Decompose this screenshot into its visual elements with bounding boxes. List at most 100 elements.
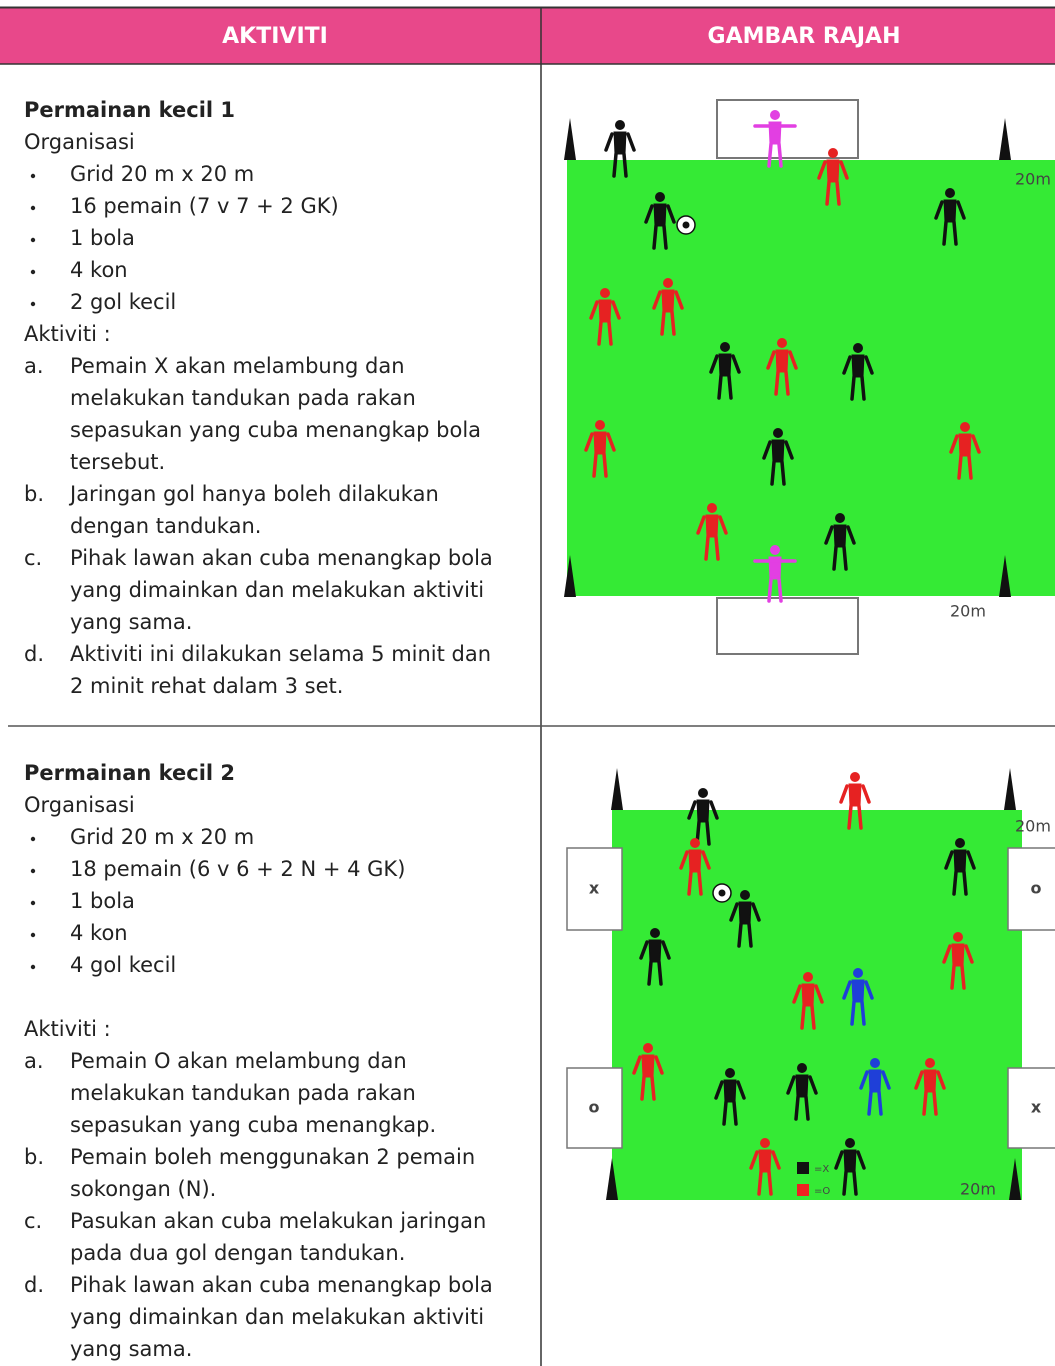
- player-limbs: [589, 300, 621, 346]
- step-text: yang sama.: [70, 1337, 192, 1361]
- goal: [716, 597, 859, 655]
- player-head: [650, 928, 660, 938]
- dim-label: 20m: [1015, 817, 1051, 836]
- step-text: Pemain boleh menggunakan 2 pemain: [70, 1145, 475, 1169]
- player: [944, 838, 976, 896]
- player-limbs: [753, 559, 797, 603]
- label: Organisasi: [24, 130, 135, 154]
- player-head: [845, 1138, 855, 1148]
- goal-label: x: [589, 879, 600, 898]
- header: AKTIVITI: [222, 24, 328, 49]
- player-body: [653, 203, 667, 227]
- player-body: [843, 1149, 857, 1173]
- cone: [606, 1158, 618, 1200]
- step-marker: c.: [24, 546, 42, 570]
- player-head: [955, 838, 965, 848]
- goal: [566, 847, 623, 931]
- player: [687, 788, 719, 846]
- bullet: [30, 301, 36, 307]
- player: [766, 338, 798, 396]
- player-limbs: [652, 290, 684, 336]
- player-head: [725, 1068, 735, 1078]
- player-head: [850, 772, 860, 782]
- player-limbs: [842, 980, 874, 1026]
- player-head: [615, 120, 625, 130]
- ball-patch: [682, 221, 690, 229]
- player-limbs: [753, 124, 797, 168]
- player-limbs: [632, 1055, 664, 1101]
- player: [753, 545, 797, 603]
- player-head: [853, 968, 863, 978]
- player-head: [595, 420, 605, 430]
- bullet: [30, 205, 36, 211]
- cone: [999, 555, 1011, 597]
- player: [709, 342, 741, 400]
- player-body: [943, 199, 957, 223]
- step-text: sepasukan yang cuba menangkap.: [70, 1113, 436, 1137]
- player-limbs: [749, 1150, 781, 1196]
- goal: [716, 99, 859, 159]
- cone: [1004, 768, 1016, 810]
- list-item: 4 gol kecil: [70, 953, 176, 977]
- player-limbs: [786, 1075, 818, 1121]
- step-marker: c.: [24, 1209, 42, 1233]
- bullet: [30, 237, 36, 243]
- player-body: [641, 1054, 655, 1078]
- player-limbs: [709, 354, 741, 400]
- step-text: melakukan tandukan pada rakan: [70, 386, 416, 410]
- list-item: Grid 20 m x 20 m: [70, 162, 254, 186]
- player-limbs: [824, 525, 856, 571]
- player: [949, 422, 981, 480]
- player: [632, 1043, 664, 1101]
- player-head: [828, 148, 838, 158]
- cone: [1009, 1158, 1021, 1200]
- player-body: [958, 433, 972, 457]
- step-text: pada dua gol dengan tandukan.: [70, 1241, 405, 1265]
- player: [679, 838, 711, 896]
- field: [567, 160, 1055, 596]
- player-limbs: [762, 440, 794, 486]
- player-body: [795, 1074, 809, 1098]
- list-item: 2 gol kecil: [70, 290, 176, 314]
- list-item: 18 pemain (6 v 6 + 2 N + 4 GK): [70, 857, 405, 881]
- player-limbs: [949, 434, 981, 480]
- step-text: sepasukan yang cuba menangkap bola: [70, 418, 481, 442]
- player-limbs: [729, 902, 761, 948]
- step-marker: a.: [24, 1049, 44, 1073]
- player-body: [688, 849, 702, 873]
- player-head: [770, 110, 780, 120]
- player: [589, 288, 621, 346]
- player-body: [868, 1069, 882, 1093]
- player-body: [613, 131, 627, 155]
- player-limbs: [714, 1080, 746, 1126]
- player: [834, 1138, 866, 1196]
- player-limbs: [944, 850, 976, 896]
- dim-label: 20m: [950, 602, 986, 621]
- player: [786, 1063, 818, 1121]
- player: [842, 343, 874, 401]
- list-item: 16 pemain (7 v 7 + 2 GK): [70, 194, 339, 218]
- player-limbs: [639, 940, 671, 986]
- label: Aktiviti :: [24, 1017, 111, 1041]
- legend-label: =X: [814, 1164, 829, 1175]
- player-body: [851, 354, 865, 378]
- player-limbs: [792, 984, 824, 1030]
- list-item: 4 kon: [70, 921, 128, 945]
- player-head: [698, 788, 708, 798]
- bullet: [30, 932, 36, 938]
- player: [753, 110, 797, 168]
- step-marker: b.: [24, 482, 44, 506]
- step-text: tersebut.: [70, 450, 165, 474]
- dim-label: 20m: [1015, 170, 1051, 189]
- player-body: [826, 159, 840, 183]
- bullet: [30, 836, 36, 842]
- player: [934, 188, 966, 246]
- player-body: [771, 439, 785, 463]
- goal-label: o: [1031, 879, 1042, 898]
- list-item: 1 bola: [70, 889, 135, 913]
- player-limbs: [859, 1070, 891, 1116]
- player: [644, 192, 676, 250]
- player-limbs: [934, 200, 966, 246]
- step-text: Pihak lawan akan cuba menangkap bola: [70, 1273, 493, 1297]
- player-limbs: [834, 1150, 866, 1196]
